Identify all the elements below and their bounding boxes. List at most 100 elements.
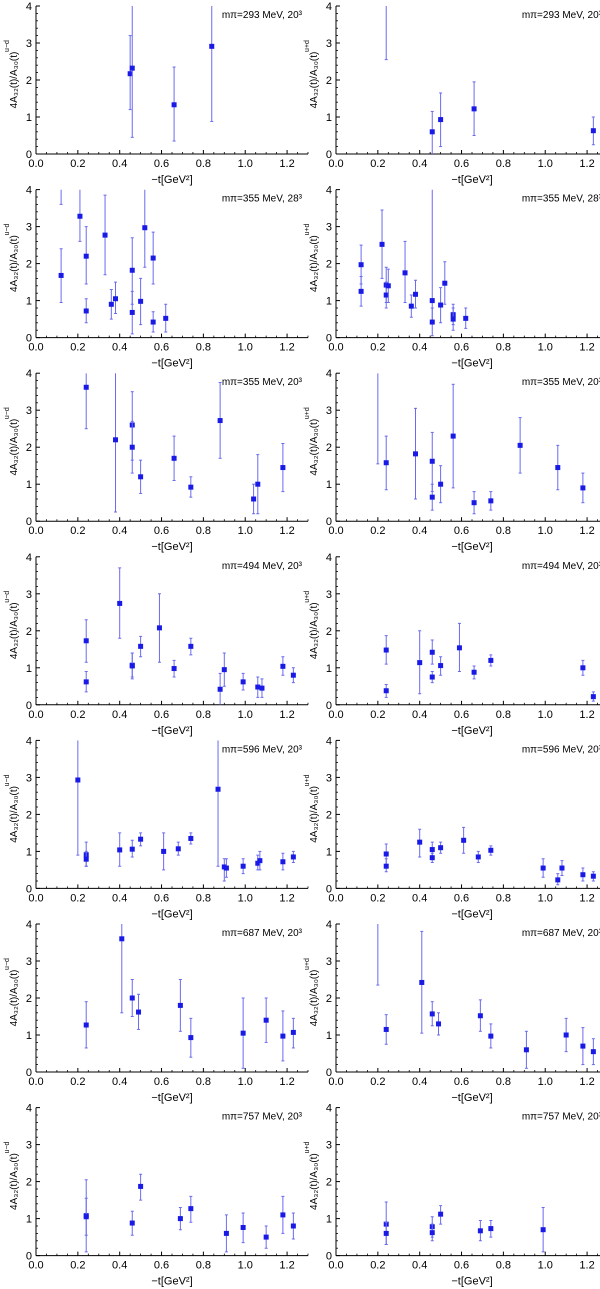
x-tick-label: 0.2 bbox=[70, 342, 85, 354]
x-tick-label: 0.8 bbox=[496, 709, 511, 721]
data-point bbox=[129, 663, 135, 669]
x-axis-label: −t[GeV²] bbox=[451, 725, 492, 737]
y-axis-label: 4A₃₂(t)/A₃₀(t) bbox=[9, 602, 20, 659]
x-tick-label: 0.0 bbox=[28, 342, 43, 354]
data-point bbox=[383, 1230, 389, 1236]
x-tick-label: 0.4 bbox=[112, 709, 127, 721]
panel-annotation: mπ=596 MeV, 20³ bbox=[222, 744, 303, 755]
y-axis-flavor-label: u−d bbox=[4, 40, 11, 52]
data-point bbox=[438, 845, 444, 851]
x-tick-label: 1.2 bbox=[579, 1260, 594, 1272]
y-tick-label: 4 bbox=[326, 919, 332, 931]
data-point bbox=[590, 128, 596, 134]
x-tick-label: 0.2 bbox=[370, 342, 385, 354]
y-tick-label: 1 bbox=[326, 112, 332, 124]
data-point bbox=[223, 1230, 229, 1236]
y-axis-flavor-label: u−d bbox=[4, 774, 11, 786]
y-tick-label: 0 bbox=[26, 516, 32, 528]
x-tick-label: 0.4 bbox=[412, 709, 427, 721]
x-axis-label: −t[GeV²] bbox=[151, 358, 192, 370]
data-point bbox=[129, 1220, 135, 1226]
data-point bbox=[240, 863, 246, 869]
data-point bbox=[177, 1002, 183, 1008]
y-tick-label: 2 bbox=[26, 75, 32, 87]
y-tick-label: 3 bbox=[326, 222, 332, 234]
data-point bbox=[138, 836, 144, 842]
y-tick-label: 4 bbox=[326, 552, 332, 564]
y-axis-flavor-label: u+d bbox=[304, 591, 311, 603]
data-point bbox=[223, 865, 229, 871]
y-tick-label: 2 bbox=[326, 75, 332, 87]
x-tick-label: 0.8 bbox=[496, 1076, 511, 1088]
data-point bbox=[188, 1035, 194, 1041]
x-tick-label: 0.0 bbox=[328, 892, 343, 904]
data-point bbox=[555, 465, 561, 471]
panel-annotation: mπ=757 MeV, 20³ bbox=[522, 1112, 600, 1123]
data-point bbox=[540, 865, 546, 871]
chart-panel: 0 1 2 3 4 0.0 0.2 0.4 0.6 0.8 1.0 1.2 −t[GeV²] 4A₃₂(t… bbox=[304, 185, 600, 370]
x-tick-label: 1.0 bbox=[238, 709, 253, 721]
y-axis-flavor-label: u−d bbox=[4, 591, 11, 603]
y-axis-label: 4A₃₂(t)/A₃₀(t) bbox=[9, 970, 20, 1027]
data-point bbox=[375, 360, 380, 365]
y-tick-label: 3 bbox=[26, 956, 32, 968]
x-tick-label: 0.4 bbox=[412, 892, 427, 904]
data-point bbox=[83, 1022, 89, 1028]
chart-panel: 0 1 2 3 4 0.0 0.2 0.4 0.6 0.8 1.0 1.2 −t[GeV²] 4A₃₂(t… bbox=[4, 552, 309, 737]
x-tick-label: 0.0 bbox=[328, 709, 343, 721]
x-tick-label: 1.2 bbox=[579, 342, 594, 354]
y-tick-label: 1 bbox=[326, 479, 332, 491]
data-point bbox=[240, 1030, 246, 1036]
data-point bbox=[188, 835, 194, 841]
data-point bbox=[429, 1230, 435, 1236]
x-tick-label: 0.4 bbox=[112, 1260, 127, 1272]
x-tick-label: 0.8 bbox=[196, 709, 211, 721]
data-series bbox=[127, 6, 215, 142]
y-tick-label: 0 bbox=[326, 333, 332, 345]
data-point bbox=[129, 444, 135, 450]
y-tick-label: 0 bbox=[26, 700, 32, 712]
y-tick-label: 2 bbox=[26, 442, 32, 454]
x-tick-label: 0.6 bbox=[454, 709, 469, 721]
chart-panel: 0 1 2 3 4 0.0 0.2 0.4 0.6 0.8 1.0 1.2 −t[GeV²] 4A₃₂(t… bbox=[4, 1, 309, 186]
x-tick-label: 1.2 bbox=[279, 158, 294, 170]
y-tick-label: 1 bbox=[26, 1214, 32, 1226]
x-tick-label: 1.2 bbox=[279, 525, 294, 537]
data-point bbox=[408, 303, 414, 309]
data-point bbox=[580, 665, 586, 671]
y-axis-label: 4A₃₂(t)/A₃₀(t) bbox=[9, 52, 20, 109]
y-axis-label: 4A₃₂(t)/A₃₀(t) bbox=[309, 235, 320, 292]
y-axis-flavor-label: u+d bbox=[304, 224, 311, 236]
x-tick-label: 0.6 bbox=[454, 342, 469, 354]
data-point bbox=[156, 625, 162, 631]
x-tick-label: 1.2 bbox=[279, 892, 294, 904]
data-point bbox=[138, 1183, 144, 1189]
data-point bbox=[129, 267, 135, 273]
chart-panel: 0 1 2 3 4 0.0 0.2 0.4 0.6 0.8 1.0 1.2 −t[GeV²] 4A₃₂(t… bbox=[304, 1, 600, 186]
data-point bbox=[280, 1033, 286, 1039]
x-tick-label: 0.2 bbox=[70, 525, 85, 537]
data-point bbox=[127, 71, 133, 77]
x-tick-label: 0.6 bbox=[154, 525, 169, 537]
y-tick-label: 2 bbox=[26, 809, 32, 821]
data-point bbox=[150, 319, 156, 325]
x-tick-label: 0.0 bbox=[28, 1260, 43, 1272]
y-tick-label: 3 bbox=[326, 956, 332, 968]
x-tick-label: 0.8 bbox=[496, 342, 511, 354]
y-tick-label: 0 bbox=[326, 700, 332, 712]
data-point bbox=[83, 308, 89, 314]
y-axis-label: 4A₃₂(t)/A₃₀(t) bbox=[9, 786, 20, 843]
y-axis-label: 4A₃₂(t)/A₃₀(t) bbox=[9, 235, 20, 292]
x-axis-label: −t[GeV²] bbox=[451, 1092, 492, 1104]
x-tick-label: 1.0 bbox=[538, 158, 553, 170]
y-axis-flavor-label: u+d bbox=[304, 774, 311, 786]
data-point bbox=[358, 262, 364, 268]
y-tick-label: 2 bbox=[326, 993, 332, 1005]
data-point bbox=[138, 643, 144, 649]
x-tick-label: 1.2 bbox=[579, 1076, 594, 1088]
data-point bbox=[171, 102, 177, 108]
y-tick-label: 1 bbox=[26, 479, 32, 491]
x-tick-label: 0.0 bbox=[28, 158, 43, 170]
x-axis-label: −t[GeV²] bbox=[451, 358, 492, 370]
data-point bbox=[290, 1223, 296, 1229]
